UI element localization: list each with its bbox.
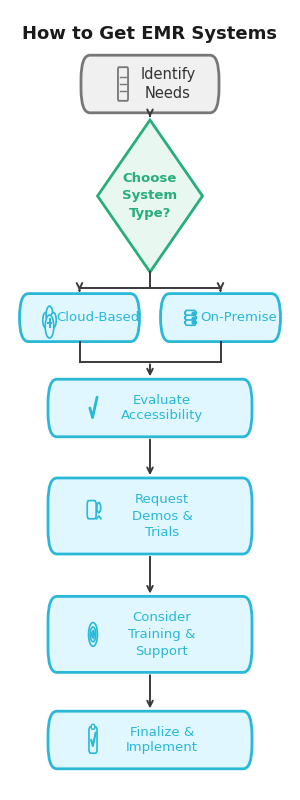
FancyBboxPatch shape (87, 501, 96, 519)
Text: How to Get EMR Systems: How to Get EMR Systems (22, 26, 278, 43)
FancyBboxPatch shape (81, 55, 219, 113)
FancyBboxPatch shape (48, 711, 252, 769)
Text: Cloud-Based: Cloud-Based (56, 311, 139, 324)
Circle shape (97, 502, 101, 513)
FancyBboxPatch shape (185, 320, 196, 326)
FancyBboxPatch shape (91, 725, 95, 730)
Text: On-Premise: On-Premise (200, 311, 277, 324)
Circle shape (45, 315, 54, 338)
FancyBboxPatch shape (185, 310, 196, 316)
Text: Finalize &
Implement: Finalize & Implement (126, 726, 198, 754)
Circle shape (43, 313, 49, 328)
Text: Identify
Needs: Identify Needs (140, 67, 196, 101)
FancyBboxPatch shape (118, 67, 128, 101)
Text: Request
Demos &
Trials: Request Demos & Trials (132, 493, 192, 539)
FancyBboxPatch shape (20, 294, 140, 342)
Polygon shape (98, 120, 202, 272)
Text: Consider
Training &
Support: Consider Training & Support (128, 611, 196, 658)
Text: Choose
System
Type?: Choose System Type? (122, 173, 178, 219)
FancyBboxPatch shape (89, 726, 97, 754)
Circle shape (50, 313, 56, 328)
FancyBboxPatch shape (48, 379, 252, 437)
FancyBboxPatch shape (185, 315, 196, 321)
FancyBboxPatch shape (48, 597, 252, 672)
Circle shape (46, 306, 53, 324)
Text: Evaluate
Accessibility: Evaluate Accessibility (121, 394, 203, 422)
FancyBboxPatch shape (160, 294, 280, 342)
FancyBboxPatch shape (48, 478, 252, 554)
